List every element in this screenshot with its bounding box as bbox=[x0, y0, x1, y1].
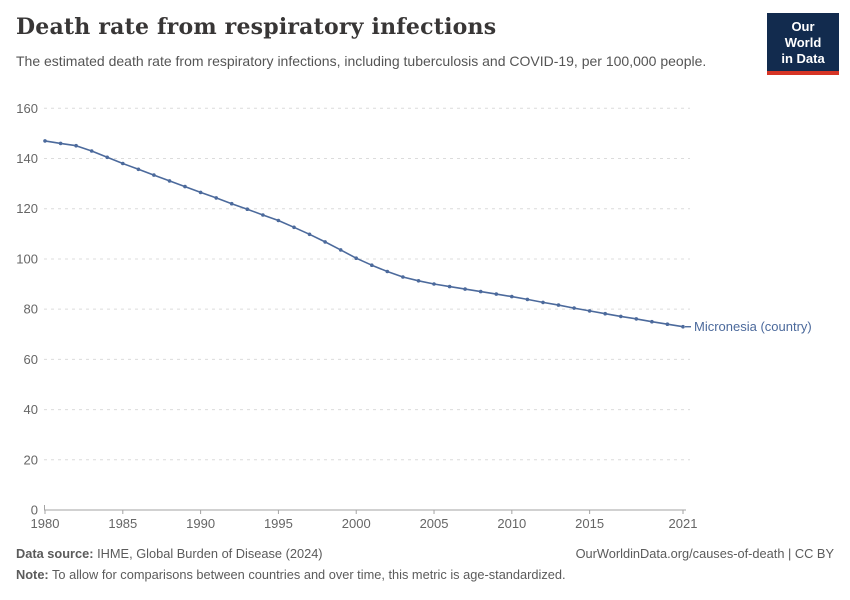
chart-footer: Data source: IHME, Global Burden of Dise… bbox=[0, 543, 850, 582]
x-axis-tick-label: 1995 bbox=[264, 516, 293, 531]
x-axis-tick-label: 1980 bbox=[31, 516, 60, 531]
data-point[interactable] bbox=[245, 207, 250, 211]
data-point[interactable] bbox=[354, 256, 359, 261]
data-point[interactable] bbox=[478, 289, 483, 294]
data-point[interactable] bbox=[261, 213, 265, 217]
y-axis-tick-label: 120 bbox=[16, 201, 38, 216]
chart-subtitle: The estimated death rate from respirator… bbox=[16, 53, 707, 69]
data-point[interactable] bbox=[152, 173, 156, 177]
y-axis-tick-label: 0 bbox=[31, 503, 38, 518]
owid-url-link[interactable]: OurWorldinData.org/causes-of-death | CC … bbox=[575, 546, 834, 561]
data-point[interactable] bbox=[463, 287, 467, 291]
page-title: Death rate from respiratory infections bbox=[16, 14, 497, 40]
x-axis-tick-label: 1985 bbox=[108, 516, 137, 531]
data-point[interactable] bbox=[541, 300, 545, 305]
data-point[interactable] bbox=[681, 324, 685, 329]
data-point[interactable] bbox=[338, 248, 343, 252]
data-point[interactable] bbox=[229, 201, 234, 206]
data-point[interactable] bbox=[198, 190, 203, 195]
owid-logo[interactable]: Our World in Data bbox=[767, 13, 839, 75]
data-point[interactable] bbox=[323, 240, 327, 244]
data-point[interactable] bbox=[619, 314, 623, 319]
y-axis-tick-label: 40 bbox=[24, 402, 38, 417]
note-line: Note: To allow for comparisons between c… bbox=[16, 567, 566, 582]
data-point[interactable] bbox=[307, 232, 312, 237]
y-axis-tick-label: 160 bbox=[16, 101, 38, 116]
note-label: Note: bbox=[16, 567, 49, 582]
data-point[interactable] bbox=[276, 218, 281, 223]
x-axis-tick-label: 2021 bbox=[669, 516, 698, 531]
data-point[interactable] bbox=[167, 179, 172, 183]
data-point[interactable] bbox=[650, 319, 654, 324]
data-point[interactable] bbox=[587, 309, 592, 313]
data-point[interactable] bbox=[447, 284, 452, 289]
data-point[interactable] bbox=[525, 297, 530, 302]
data-point[interactable] bbox=[43, 139, 47, 143]
x-axis-tick-label: 1990 bbox=[186, 516, 215, 531]
y-axis-tick-label: 60 bbox=[24, 352, 38, 367]
data-point[interactable] bbox=[510, 294, 514, 299]
data-point[interactable] bbox=[58, 141, 63, 146]
x-axis-tick-label: 2010 bbox=[497, 516, 526, 531]
data-point[interactable] bbox=[401, 275, 405, 279]
data-point[interactable] bbox=[385, 269, 390, 274]
entity-label[interactable]: Micronesia (country) bbox=[694, 319, 812, 334]
data-point[interactable] bbox=[214, 196, 218, 200]
owid-logo-line1: Our World bbox=[784, 19, 822, 50]
note-text: To allow for comparisons between countri… bbox=[52, 567, 566, 582]
y-axis-tick-label: 20 bbox=[24, 452, 38, 467]
x-axis-tick-label: 2000 bbox=[342, 516, 371, 531]
x-axis-tick-label: 2005 bbox=[420, 516, 449, 531]
data-source-text: IHME, Global Burden of Disease (2024) bbox=[97, 546, 323, 561]
data-point[interactable] bbox=[105, 155, 109, 160]
y-axis-tick-label: 140 bbox=[16, 151, 38, 166]
y-axis-tick-label: 80 bbox=[24, 302, 38, 317]
x-axis-tick-label: 2015 bbox=[575, 516, 604, 531]
data-point[interactable] bbox=[74, 143, 78, 148]
owid-logo-line2: in Data bbox=[781, 51, 825, 66]
data-point[interactable] bbox=[603, 311, 607, 316]
data-point[interactable] bbox=[183, 184, 187, 189]
line-chart-canvas[interactable]: 0 20 40 60 80 100 120 140 160 1980 1985 1990 1995 200… bbox=[0, 0, 850, 540]
data-point[interactable] bbox=[634, 317, 639, 321]
data-source-label: Data source: bbox=[16, 546, 94, 561]
data-point[interactable] bbox=[665, 322, 670, 327]
data-source-line: Data source: IHME, Global Burden of Dise… bbox=[16, 546, 323, 561]
data-point[interactable] bbox=[89, 149, 94, 153]
data-point[interactable] bbox=[432, 282, 436, 286]
series-line-micronesia[interactable] bbox=[44, 140, 684, 328]
y-axis-tick-label: 100 bbox=[16, 251, 38, 266]
data-point[interactable] bbox=[494, 292, 499, 296]
data-point[interactable] bbox=[572, 306, 576, 310]
data-point[interactable] bbox=[292, 225, 296, 230]
data-point[interactable] bbox=[121, 161, 125, 166]
data-point[interactable] bbox=[416, 279, 421, 283]
data-point[interactable] bbox=[136, 167, 141, 172]
data-point[interactable] bbox=[370, 263, 374, 268]
data-point[interactable] bbox=[556, 303, 561, 307]
